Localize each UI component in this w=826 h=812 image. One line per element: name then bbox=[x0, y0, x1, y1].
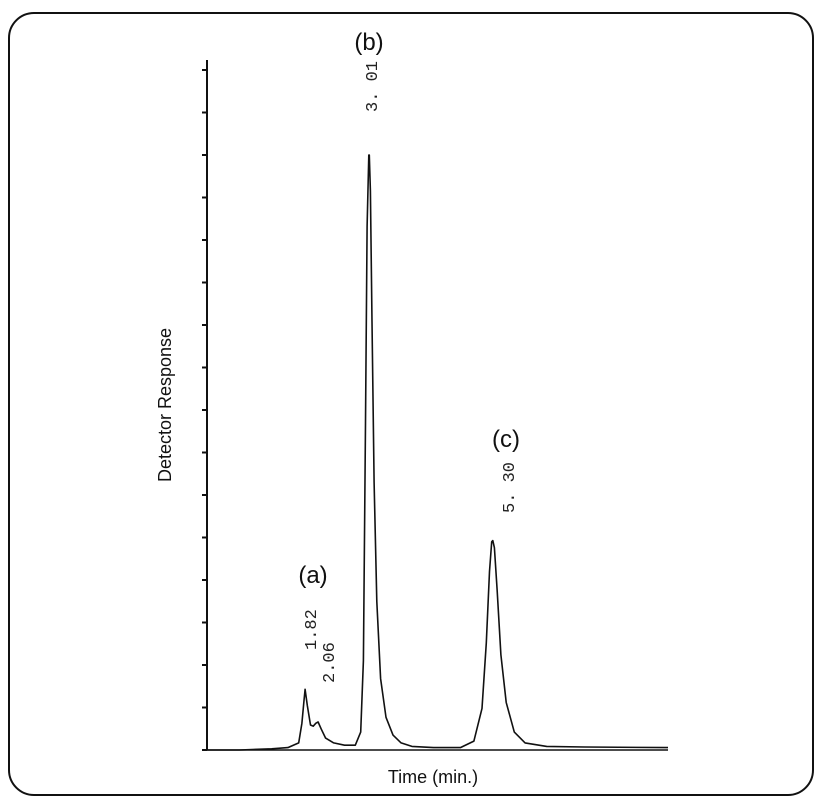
retention-time-c: 5. 30 bbox=[501, 462, 520, 513]
y-axis bbox=[202, 60, 208, 751]
chromatogram-trace bbox=[207, 154, 669, 751]
y-axis-label: Detector Response bbox=[155, 328, 175, 482]
retention-time-a1: 1.82 bbox=[303, 609, 322, 650]
peak-a-label: (a) bbox=[298, 562, 327, 589]
peak-b-label: (b) bbox=[354, 29, 383, 56]
retention-time-b: 3. 01 bbox=[364, 61, 383, 112]
peak-c-label: (c) bbox=[492, 426, 520, 453]
retention-time-a2: 2.06 bbox=[321, 642, 340, 683]
x-axis-label: Time (min.) bbox=[388, 767, 478, 787]
chart-frame bbox=[8, 12, 814, 796]
